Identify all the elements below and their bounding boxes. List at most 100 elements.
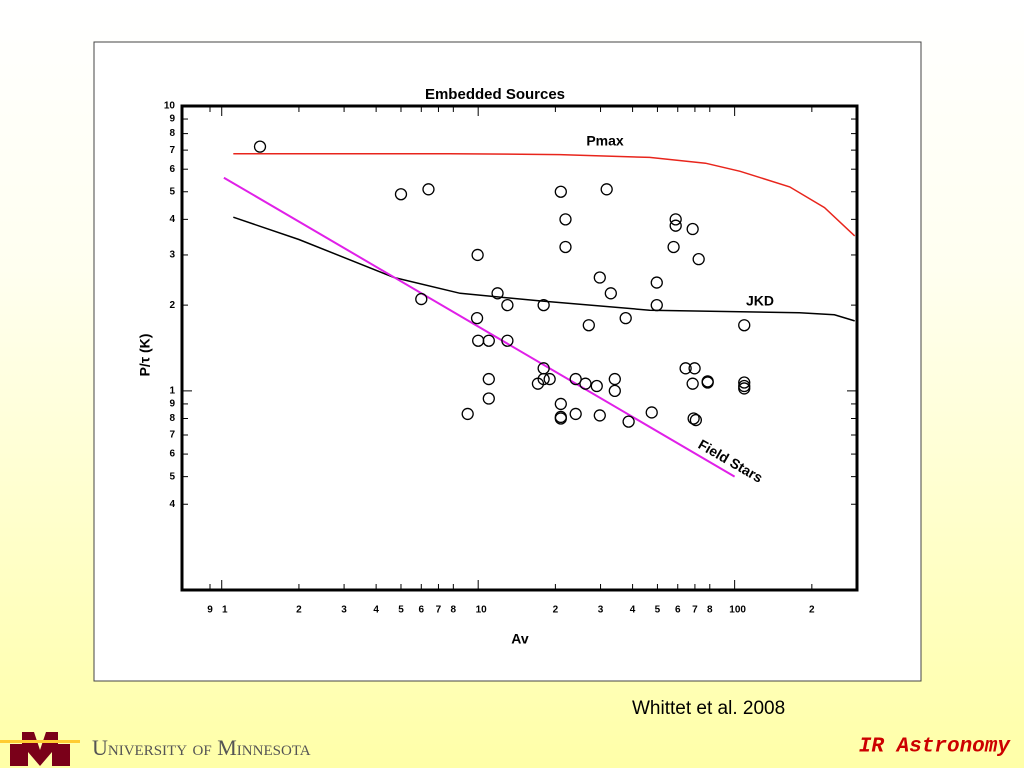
data-point xyxy=(645,406,658,419)
data-point xyxy=(531,377,545,390)
university-name: University of Minnesota xyxy=(92,735,311,760)
data-point xyxy=(559,213,572,226)
data-point xyxy=(569,372,582,386)
x-tick-label: 3 xyxy=(341,605,347,616)
data-point xyxy=(679,362,692,375)
data-point xyxy=(422,183,435,196)
x-tick-label: 4 xyxy=(373,605,379,616)
data-point xyxy=(554,185,567,198)
x-tick-label: 2 xyxy=(809,605,815,616)
data-point xyxy=(593,409,606,422)
x-tick-label: 5 xyxy=(398,605,404,616)
data-point xyxy=(471,248,484,262)
x-tick-label: 2 xyxy=(553,605,559,616)
data-point xyxy=(738,376,751,389)
data-point xyxy=(579,377,592,390)
data-point xyxy=(394,188,408,201)
x-tick-label: 100 xyxy=(729,605,746,616)
x-tick-label: 10 xyxy=(476,605,488,616)
data-point xyxy=(687,412,700,425)
logo-stripe xyxy=(0,740,80,743)
y-tick-label: 3 xyxy=(169,250,175,261)
data-point xyxy=(686,222,699,236)
course-name: IR Astronomy xyxy=(859,736,1012,759)
curve-label: JKD xyxy=(746,293,774,309)
x-axis-label: Av xyxy=(511,631,529,647)
data-point xyxy=(689,413,703,427)
y-tick-label: 5 xyxy=(169,471,175,482)
data-point xyxy=(491,287,504,300)
x-tick-label: 6 xyxy=(675,605,681,616)
curve-label: Pmax xyxy=(586,133,624,149)
x-tick-label: 6 xyxy=(419,605,425,616)
logo-mark xyxy=(10,732,70,766)
y-tick-label: 2 xyxy=(169,300,175,311)
data-point xyxy=(650,298,663,312)
data-point xyxy=(554,397,567,411)
y-tick-label: 1 xyxy=(169,386,175,397)
x-tick-label: 7 xyxy=(692,605,698,616)
curve xyxy=(223,176,736,478)
data-point xyxy=(738,319,751,332)
y-tick-label: 8 xyxy=(169,413,175,424)
citation: Whittet et al. 2008 xyxy=(632,698,785,719)
data-point xyxy=(593,271,606,284)
x-tick-label: 5 xyxy=(655,605,661,616)
data-point xyxy=(686,377,699,390)
data-point xyxy=(569,407,582,421)
y-tick-label: 9 xyxy=(169,399,175,410)
data-point xyxy=(590,379,603,393)
data-point xyxy=(669,213,682,226)
data-point xyxy=(669,219,682,232)
data-point xyxy=(622,415,635,428)
x-tick-label: 1 xyxy=(222,605,228,616)
data-point xyxy=(604,287,617,300)
data-point xyxy=(608,372,621,386)
x-tick-label: 3 xyxy=(598,605,604,616)
data-point xyxy=(650,276,663,289)
curve xyxy=(233,152,856,237)
data-point xyxy=(600,183,613,196)
y-tick-label: 7 xyxy=(169,430,175,441)
y-tick-label: 6 xyxy=(169,164,175,175)
y-tick-label: 10 xyxy=(164,101,176,112)
data-point xyxy=(482,392,495,405)
plot-box xyxy=(180,104,859,592)
data-point xyxy=(688,362,701,375)
data-point xyxy=(482,372,495,386)
y-tick-label: 4 xyxy=(169,499,175,510)
x-tick-label: 9 xyxy=(207,605,213,616)
data-point xyxy=(582,319,595,332)
y-tick-label: 5 xyxy=(169,186,175,197)
y-tick-label: 8 xyxy=(169,128,175,139)
x-tick-label: 8 xyxy=(707,605,713,616)
data-point xyxy=(692,253,705,266)
data-point xyxy=(554,412,567,425)
data-point xyxy=(501,298,514,312)
data-point xyxy=(619,312,632,325)
data-point xyxy=(461,407,474,421)
y-tick-label: 9 xyxy=(169,114,175,125)
data-point xyxy=(559,240,572,254)
x-tick-label: 2 xyxy=(296,605,302,616)
data-point xyxy=(501,334,514,347)
y-tick-label: 6 xyxy=(169,449,175,460)
data-point xyxy=(667,240,680,254)
x-tick-label: 4 xyxy=(630,605,636,616)
y-tick-label: 4 xyxy=(169,214,175,225)
chart-frame xyxy=(93,41,922,682)
data-point xyxy=(608,384,621,398)
y-tick-label: 7 xyxy=(169,145,175,156)
logo xyxy=(0,732,80,766)
x-tick-label: 7 xyxy=(436,605,442,616)
data-point xyxy=(253,140,267,153)
data-point xyxy=(415,292,428,306)
data-point xyxy=(537,298,550,312)
data-point xyxy=(543,372,556,386)
data-point xyxy=(470,312,484,325)
data-point xyxy=(738,382,751,395)
data-point xyxy=(701,376,714,389)
y-axis-label: P/τ (K) xyxy=(137,334,153,377)
